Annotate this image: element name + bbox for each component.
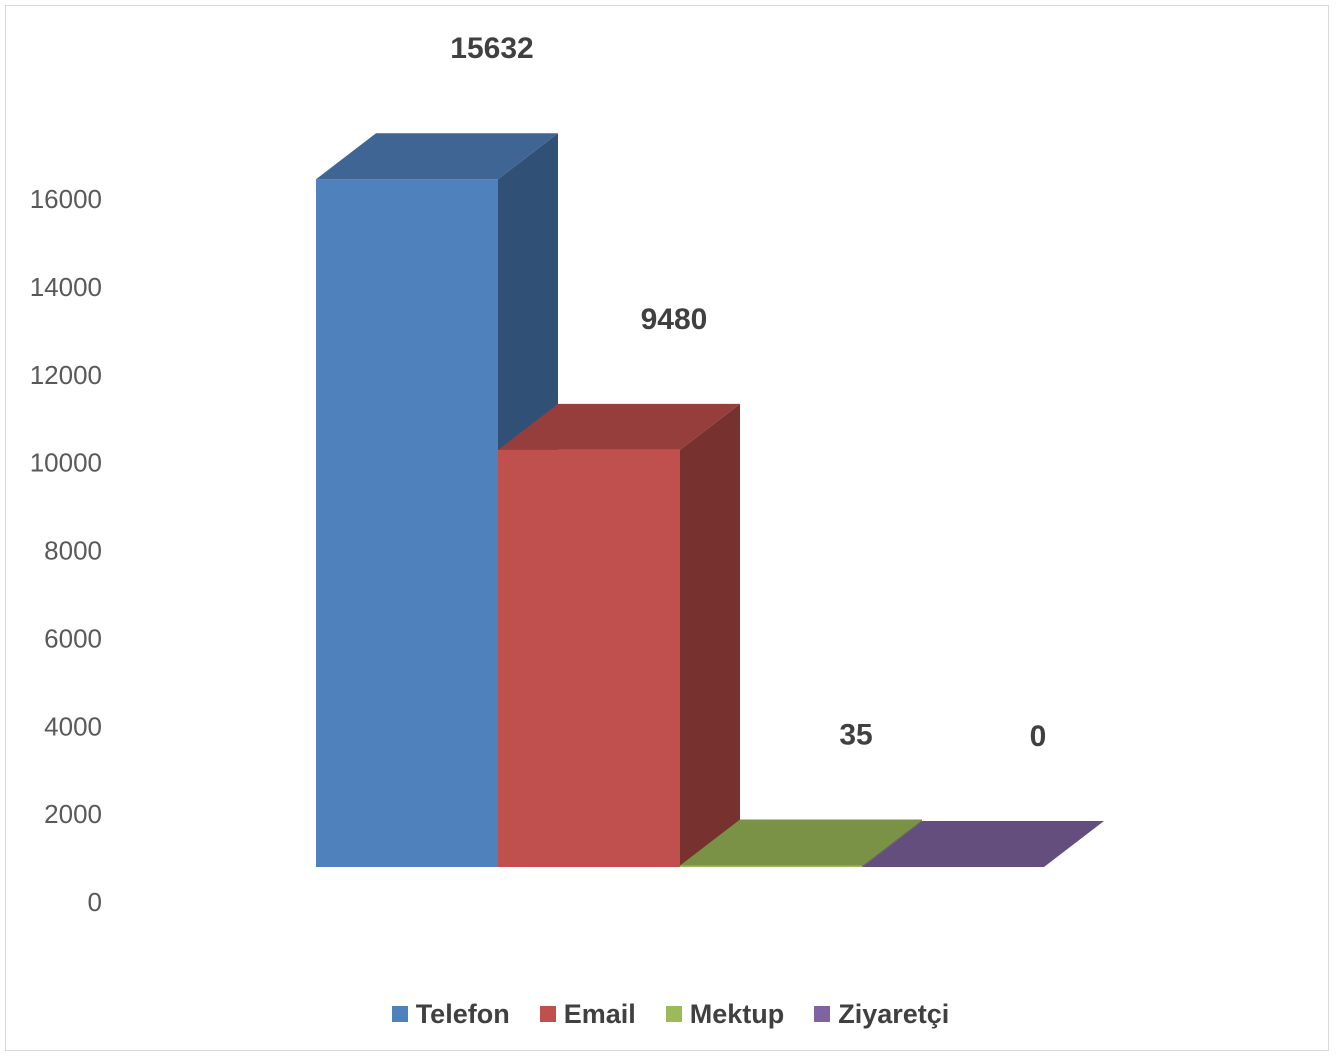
legend-label: Ziyaretçi [838,998,950,1029]
legend-swatch [539,1006,556,1022]
legend-item-email: Email [539,998,636,1030]
y-tick-label: 4000 [44,711,102,741]
y-tick-label: 12000 [30,360,102,390]
data-label-mektup: 35 [839,718,872,751]
bar-front-telefon [316,179,498,867]
data-label-email: 9480 [641,303,708,336]
bar-side-email [680,403,740,867]
y-tick-label: 16000 [30,184,102,214]
legend-label: Mektup [689,998,785,1029]
y-tick-label: 14000 [30,272,102,302]
bar-top-mektup [680,819,922,866]
bar-front-email [498,449,680,867]
legend-swatch [665,1006,682,1022]
bar-top-ziyaretci [862,821,1104,867]
y-tick-label: 8000 [44,536,102,566]
bar-front-mektup [680,865,862,867]
bar-top-telefon [316,133,558,180]
legend-item-ziyaretci: Ziyaretçi [814,999,949,1030]
legend-label: Telefon [415,998,510,1029]
data-label-telefon: 15632 [450,32,533,65]
legend-item-mektup: Mektup [665,998,785,1030]
y-tick-label: 0 [88,887,102,917]
legend-swatch [814,1006,831,1022]
legend: Telefon Email Mektup Ziyaretçi [0,994,1341,1034]
y-tick-label: 10000 [30,448,102,478]
data-label-ziyaretci: 0 [1030,720,1047,753]
legend-item-telefon: Telefon [391,998,510,1030]
bar-top-email [498,403,740,450]
y-tick-label: 6000 [44,623,102,653]
y-tick-label: 2000 [44,799,102,829]
legend-swatch [391,1006,408,1022]
bar-side-mektup [862,819,922,867]
legend-label: Email [563,998,636,1029]
